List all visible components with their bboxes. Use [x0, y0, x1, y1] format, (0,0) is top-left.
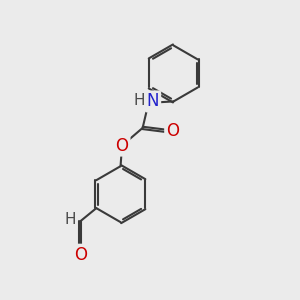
Text: H: H	[134, 93, 145, 108]
Text: O: O	[74, 246, 87, 264]
Text: N: N	[147, 92, 159, 110]
Text: H: H	[64, 212, 76, 227]
Text: O: O	[166, 122, 179, 140]
Text: O: O	[116, 136, 128, 154]
